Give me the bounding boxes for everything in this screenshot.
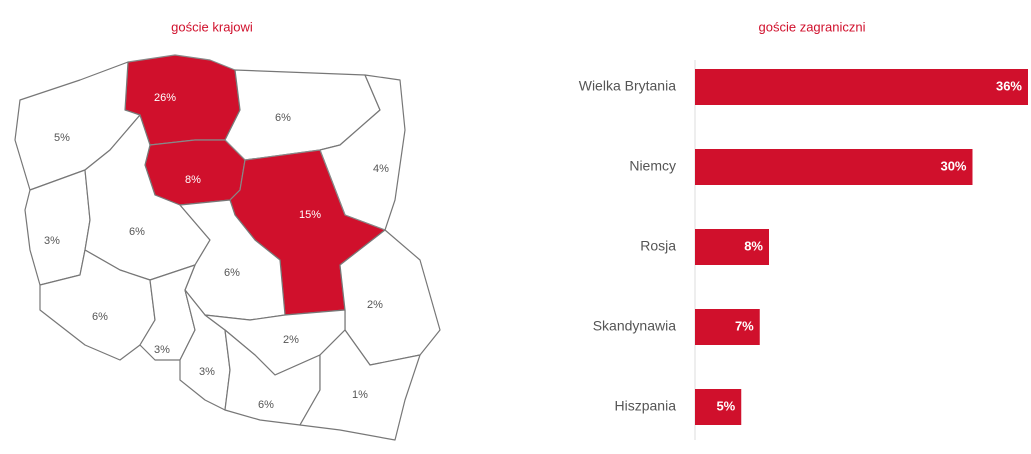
bar	[695, 309, 760, 345]
value-label: 36%	[996, 78, 1022, 93]
region	[299, 329, 421, 441]
bar	[695, 389, 742, 425]
region-label: 3%	[44, 235, 60, 247]
region-label: 6%	[224, 267, 240, 279]
bar	[695, 69, 1028, 105]
region-label: 1%	[352, 389, 368, 401]
value-label: 8%	[744, 238, 763, 253]
region-label: 2%	[283, 334, 299, 346]
region-label: 6%	[275, 112, 291, 124]
map-title: goście krajowi	[171, 19, 253, 34]
category-label: Hiszpania	[615, 398, 677, 414]
region-label: 6%	[258, 399, 274, 411]
region-label: 6%	[129, 226, 145, 238]
region-label: 4%	[373, 163, 389, 175]
bar-title: goście zagraniczni	[759, 19, 866, 34]
value-label: 7%	[735, 318, 754, 333]
value-label: 30%	[940, 158, 966, 173]
region	[144, 139, 246, 206]
region-label: 8%	[185, 174, 201, 186]
region-label: 3%	[199, 366, 215, 378]
category-label: Niemcy	[629, 158, 676, 174]
region-label: 6%	[92, 311, 108, 323]
category-label: Wielka Brytania	[579, 78, 676, 94]
category-label: Skandynawia	[593, 318, 676, 334]
region-label: 5%	[54, 132, 70, 144]
bar	[695, 229, 769, 265]
category-label: Rosja	[640, 238, 676, 254]
bar	[695, 149, 973, 185]
region-label: 2%	[367, 299, 383, 311]
region-label: 26%	[154, 92, 176, 104]
region-label: 15%	[299, 209, 321, 221]
region-label: 3%	[154, 344, 170, 356]
value-label: 5%	[716, 398, 735, 413]
